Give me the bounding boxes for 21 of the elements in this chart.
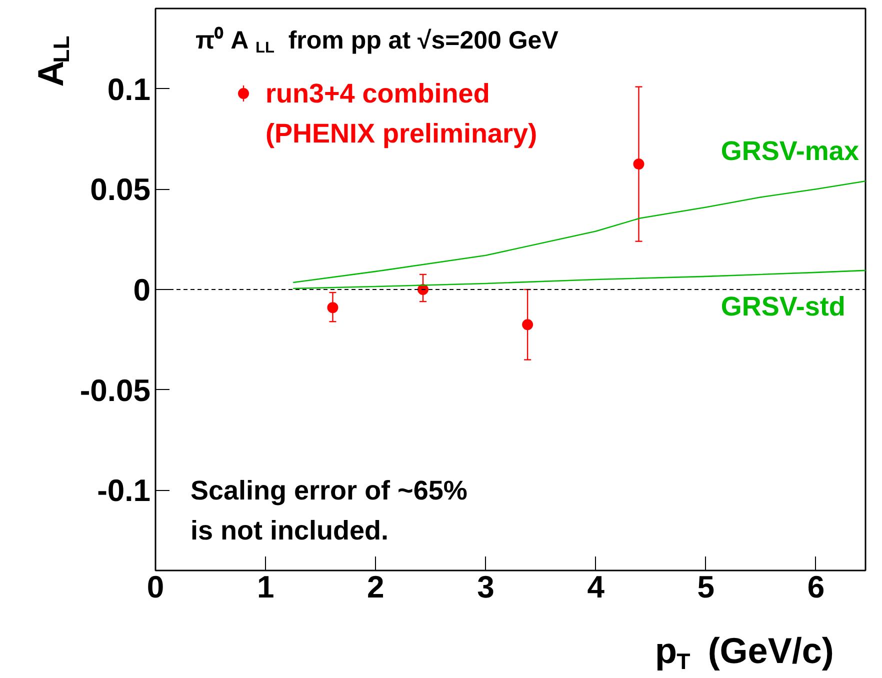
y-tick-label: 0.05 [90, 172, 151, 208]
x-tick-label: 6 [807, 570, 825, 604]
y-tick-label: 0.1 [107, 72, 151, 107]
y-tick-label: -0.05 [80, 372, 151, 408]
y-axis-title: ALL [30, 36, 74, 87]
series-label: GRSV-max [720, 136, 859, 166]
point [522, 319, 534, 330]
legend-label: run3+4 combined (PHENIX preliminary) [266, 78, 538, 148]
x-tick-label: 1 [256, 570, 274, 604]
x-tick-label: 4 [587, 570, 606, 604]
y-tick-label: 0 [133, 272, 151, 308]
series-label: GRSV-std [720, 291, 846, 322]
y-tick-label: -0.1 [97, 473, 151, 508]
annotation: Scaling error of ~65% is not included. [190, 476, 468, 546]
point [633, 158, 644, 170]
line-series [292, 270, 866, 290]
x-tick-label: 5 [697, 570, 715, 604]
x-tick-label: 3 [477, 570, 494, 604]
point [327, 302, 338, 314]
line-series [292, 180, 866, 284]
x-tick-label: 2 [367, 570, 384, 604]
